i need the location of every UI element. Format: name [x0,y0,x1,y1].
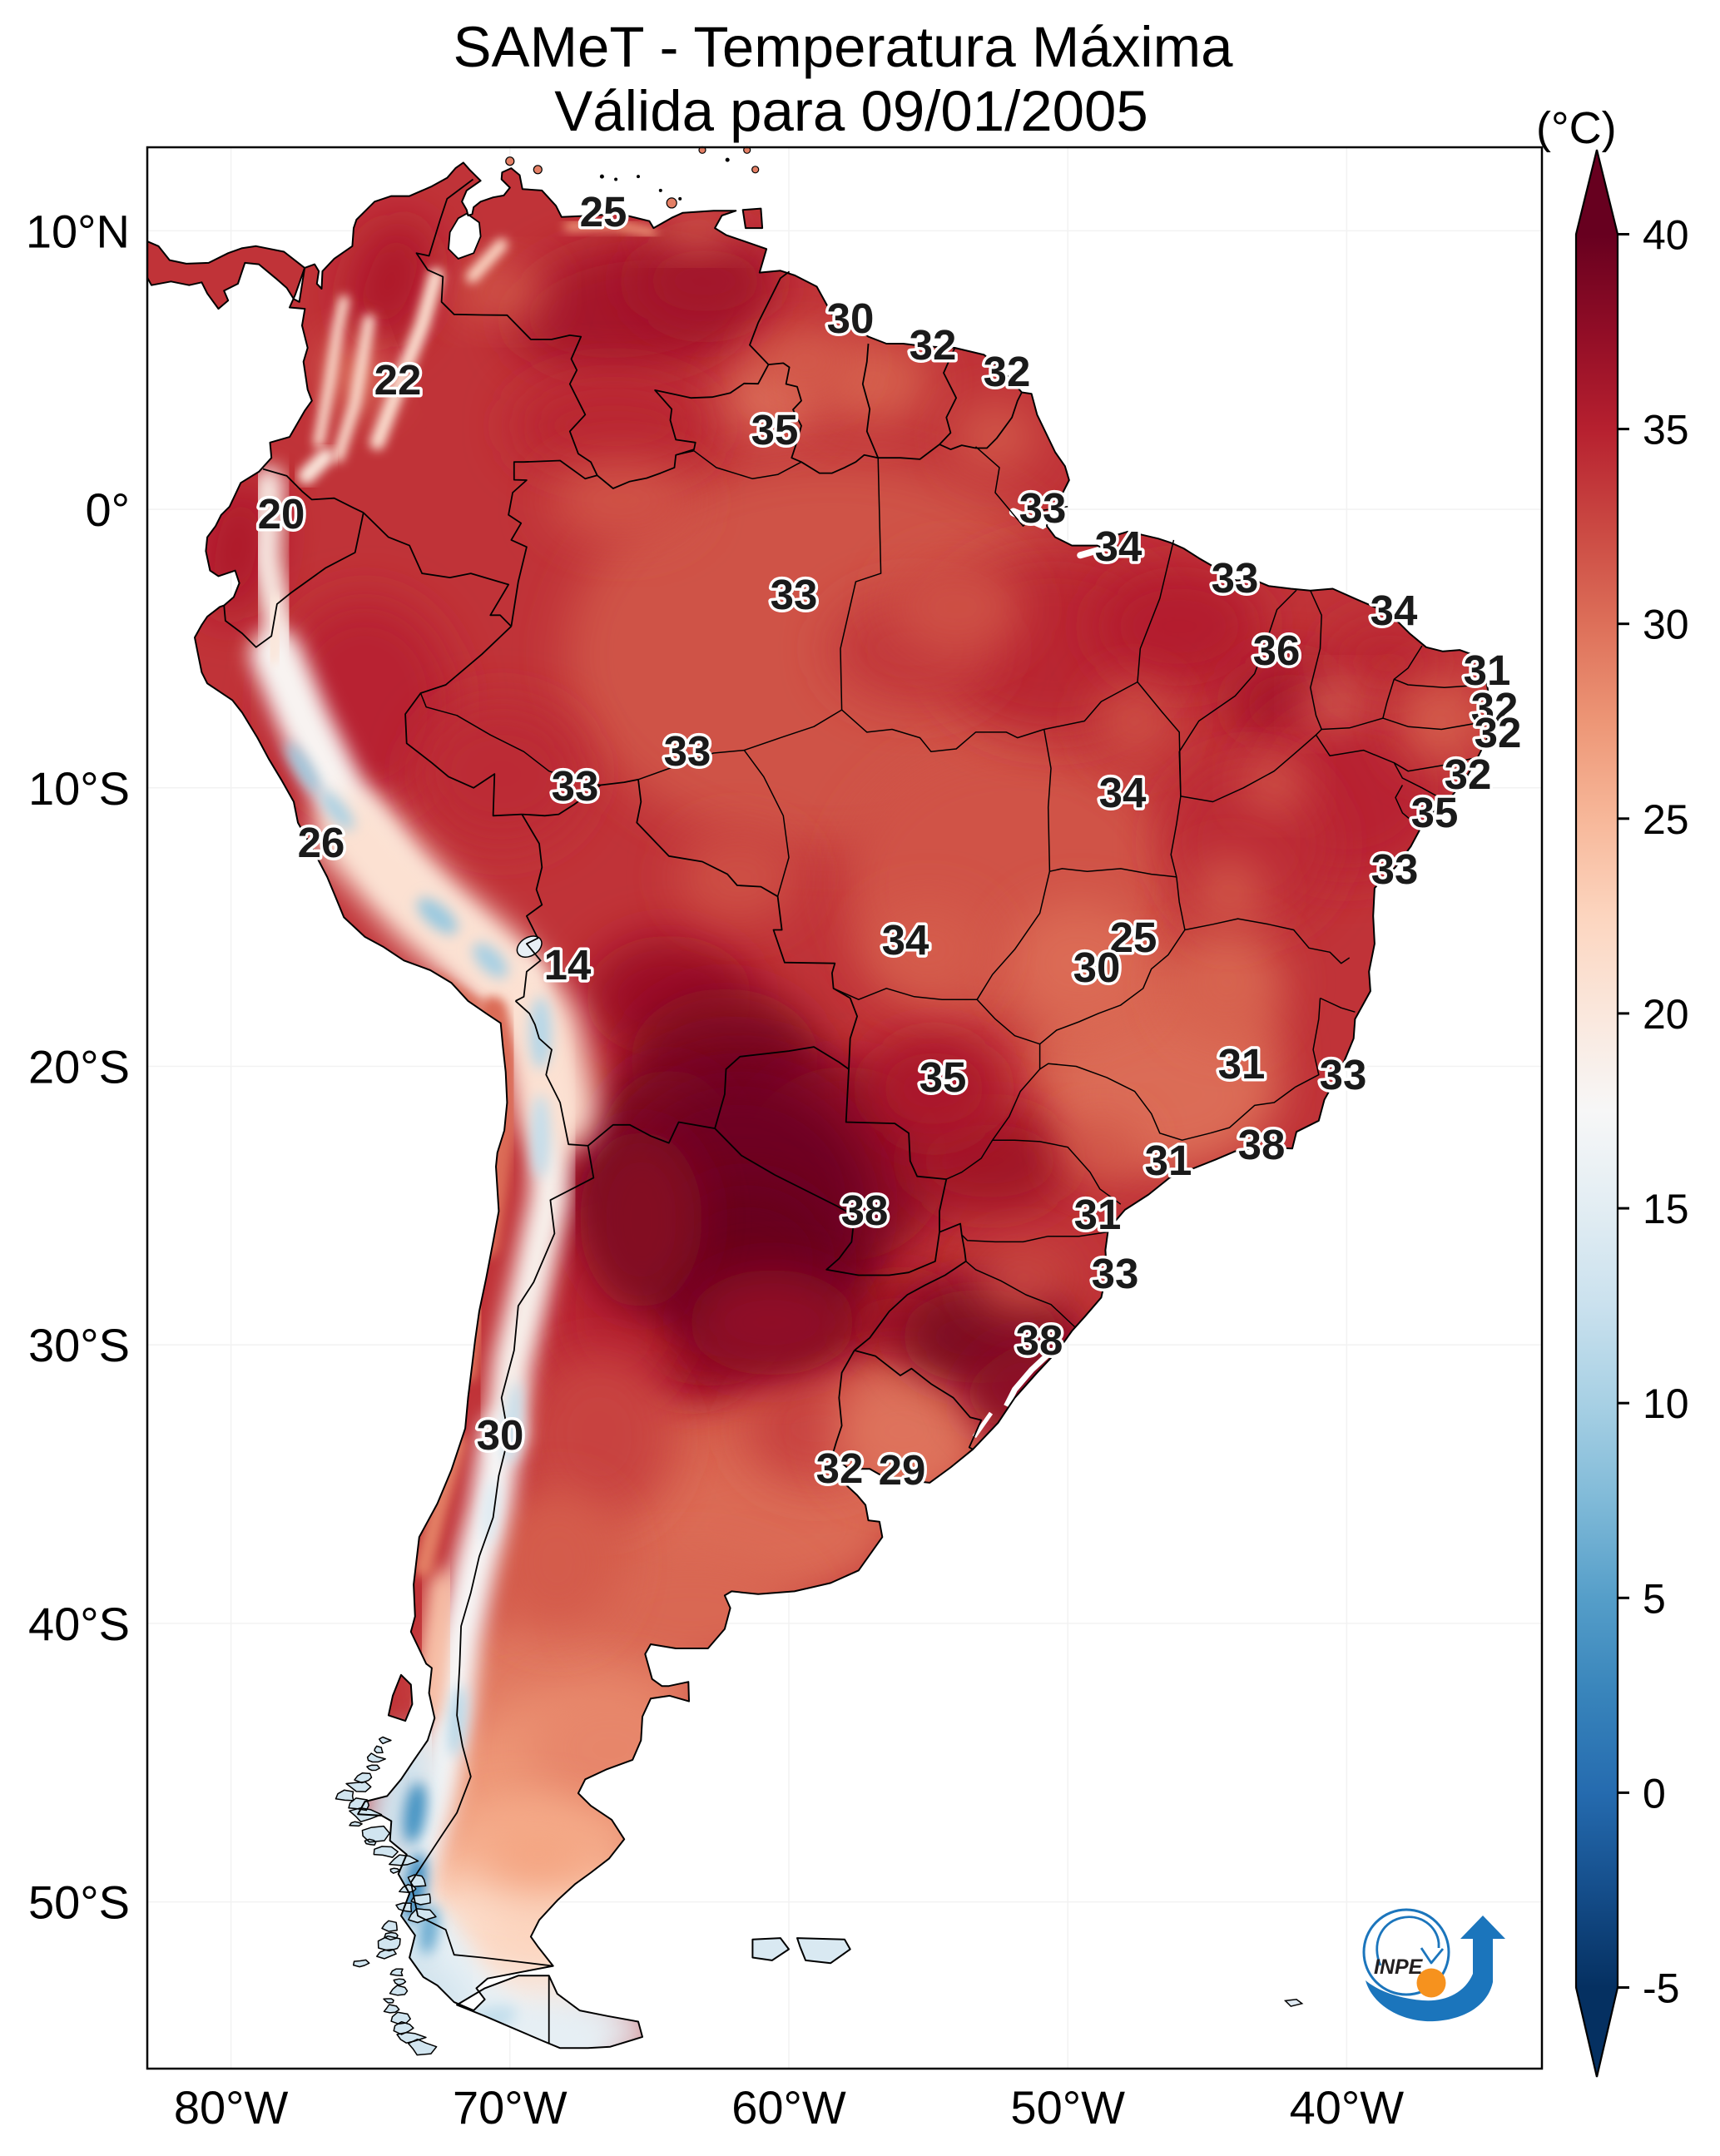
svg-text:34: 34 [1371,587,1418,634]
svg-text:40: 40 [1643,212,1689,259]
svg-text:34: 34 [882,916,929,964]
svg-text:20: 20 [258,490,305,538]
svg-text:30: 30 [1643,602,1689,648]
svg-text:20: 20 [1643,991,1689,1038]
svg-text:33: 33 [1019,484,1067,532]
svg-text:33: 33 [1371,845,1419,893]
svg-text:32: 32 [984,348,1031,395]
svg-text:-5: -5 [1643,1965,1679,2012]
svg-text:5: 5 [1643,1575,1666,1622]
svg-text:10: 10 [1643,1380,1689,1427]
svg-text:14: 14 [544,941,592,989]
svg-text:33: 33 [664,727,711,775]
svg-text:INPE: INPE [1374,1955,1424,1979]
svg-text:10°S: 10°S [28,762,130,815]
svg-text:35: 35 [1643,407,1689,454]
svg-text:60°W: 60°W [731,2081,846,2134]
svg-text:29: 29 [879,1446,926,1494]
svg-text:38: 38 [1016,1316,1063,1364]
svg-text:50°S: 50°S [28,1876,130,1929]
svg-text:40°W: 40°W [1290,2081,1405,2134]
svg-text:50°W: 50°W [1010,2081,1125,2134]
svg-text:25: 25 [1110,914,1157,961]
svg-text:38: 38 [1238,1121,1286,1168]
svg-text:36: 36 [1253,627,1301,674]
svg-text:35: 35 [751,406,799,454]
svg-text:20°S: 20°S [28,1041,130,1093]
svg-text:38: 38 [841,1187,889,1234]
svg-text:SAMeT - Temperatura Máxima: SAMeT - Temperatura Máxima [454,15,1234,79]
svg-text:25: 25 [1643,796,1689,843]
svg-text:33: 33 [1320,1051,1367,1098]
svg-text:31: 31 [1074,1191,1122,1238]
svg-text:10°N: 10°N [26,205,130,257]
svg-text:31: 31 [1145,1137,1192,1184]
svg-text:(°C): (°C) [1536,103,1617,153]
svg-text:30°S: 30°S [28,1319,130,1371]
svg-text:0: 0 [1643,1770,1666,1816]
svg-text:30: 30 [1073,944,1121,991]
svg-text:32: 32 [816,1445,864,1492]
svg-text:35: 35 [1411,789,1459,836]
svg-text:34: 34 [1099,769,1147,816]
svg-text:32: 32 [1445,751,1492,798]
svg-text:35: 35 [919,1053,967,1101]
svg-text:70°W: 70°W [453,2081,568,2134]
svg-text:22: 22 [374,356,422,404]
svg-text:15: 15 [1643,1186,1689,1232]
svg-text:34: 34 [1095,523,1143,570]
svg-text:33: 33 [1092,1250,1139,1297]
svg-text:40°S: 40°S [28,1598,130,1650]
svg-text:31: 31 [1218,1040,1266,1088]
svg-text:30: 30 [827,295,875,342]
svg-text:31: 31 [1464,647,1511,694]
svg-text:Válida para 09/01/2005: Válida para 09/01/2005 [554,79,1148,143]
svg-text:33: 33 [552,762,599,810]
svg-text:32: 32 [1471,684,1519,731]
svg-text:80°W: 80°W [174,2081,289,2134]
svg-text:32: 32 [910,321,957,369]
svg-text:0°: 0° [85,483,130,536]
svg-text:30: 30 [477,1411,524,1459]
svg-text:32: 32 [1475,709,1522,756]
svg-text:33: 33 [771,571,818,618]
svg-text:26: 26 [298,819,345,866]
svg-text:25: 25 [580,188,627,235]
svg-text:33: 33 [1212,554,1259,602]
